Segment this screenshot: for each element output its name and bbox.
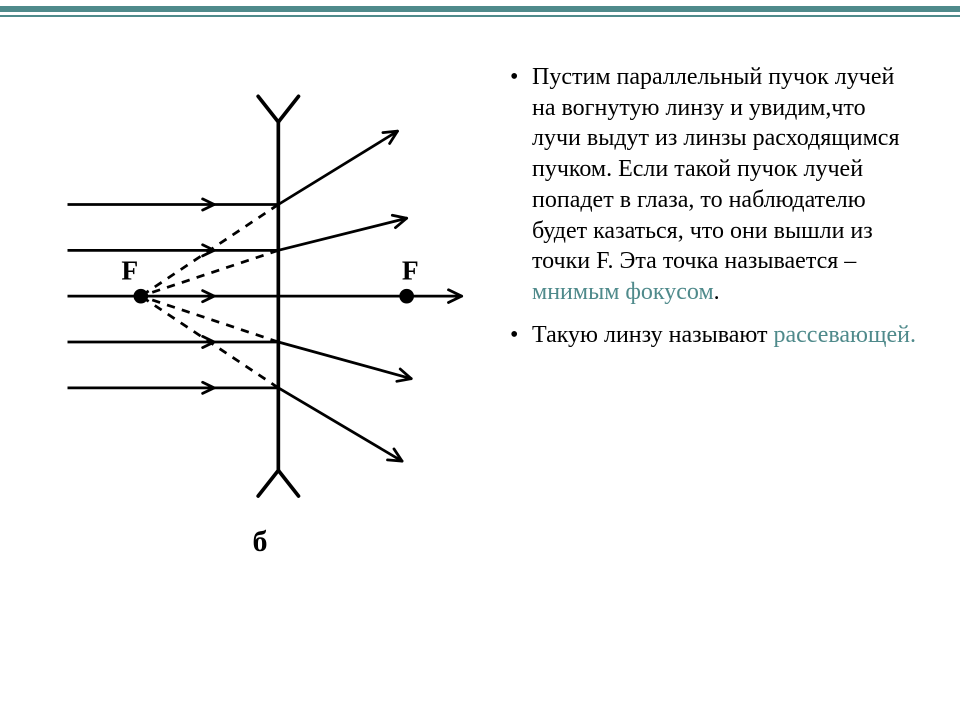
label-focus-right: F (402, 255, 419, 286)
para1-text-b: . (714, 279, 720, 305)
diagram-caption: б (40, 525, 480, 559)
para2-term: рассевающей. (773, 322, 915, 348)
text-column: Пустим параллельный пучок лучей на вогну… (510, 62, 920, 559)
slide-content: FF б Пустим параллельный пучок лучей на … (0, 22, 960, 559)
diagram-column: FF б (40, 62, 480, 559)
para1-term: мнимым фокусом (532, 279, 714, 305)
bullet-item-1: Пустим параллельный пучок лучей на вогну… (510, 62, 920, 308)
bullet-list: Пустим параллельный пучок лучей на вогну… (510, 62, 920, 350)
bullet-item-2: Такую линзу называют рассевающей. (510, 320, 920, 351)
para1-text-a: Пустим параллельный пучок лучей на вогну… (532, 64, 899, 274)
diverging-lens-diagram: FF (40, 62, 480, 512)
label-focus-left: F (121, 255, 138, 286)
para2-text-a: Такую линзу называют (532, 322, 773, 348)
slide-header-rule (0, 0, 960, 22)
